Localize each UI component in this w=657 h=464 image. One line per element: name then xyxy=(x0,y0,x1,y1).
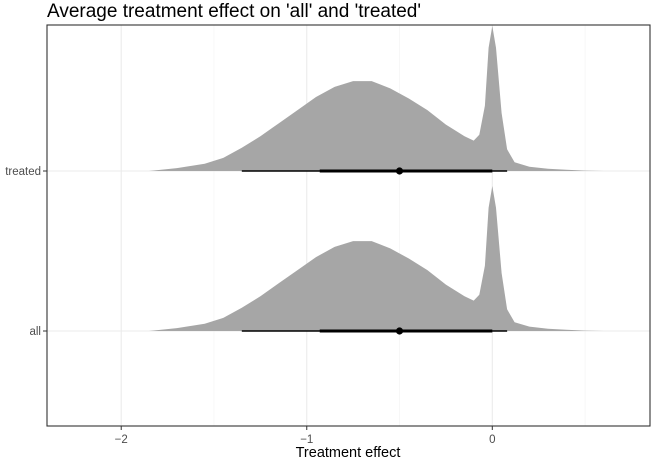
point-estimate-all xyxy=(395,327,404,335)
x-tick-label: −2 xyxy=(115,434,128,446)
density-area-treated xyxy=(149,26,604,171)
panel-border xyxy=(46,24,651,427)
x-tick-label: 0 xyxy=(489,434,495,446)
y-tick-label-treated: treated xyxy=(5,166,41,178)
x-tick-label: −1 xyxy=(300,434,313,446)
chart-title: Average treatment effect on 'all' and 't… xyxy=(47,1,421,22)
x-axis-title: Treatment effect xyxy=(296,445,401,461)
density-area-all xyxy=(149,186,604,331)
y-tick-label-all: all xyxy=(29,326,41,338)
intervals xyxy=(241,167,508,335)
density-areas xyxy=(149,26,604,331)
point-estimate-treated xyxy=(395,167,404,175)
axes: treated all −2 −1 0 xyxy=(5,24,651,446)
